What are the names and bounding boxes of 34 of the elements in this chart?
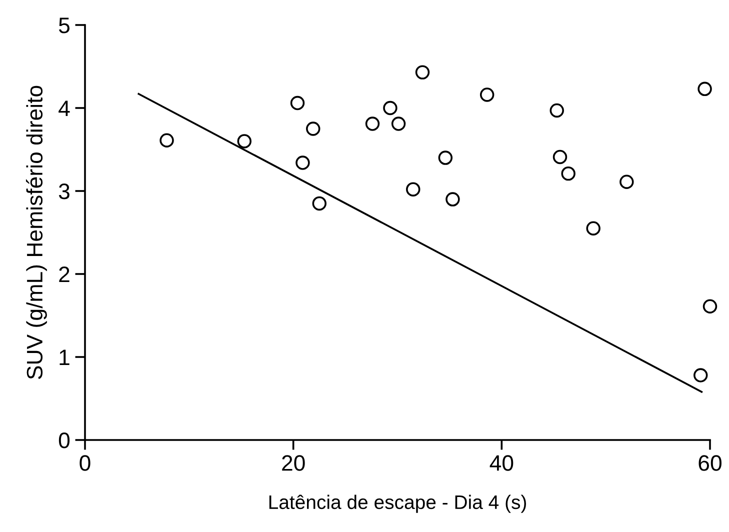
y-axis-title: SUV (g/mL) Hemisfério direito [26,86,47,380]
point [438,150,453,165]
point [702,299,718,314]
y-tick-label: 4 [58,100,70,116]
point [160,133,174,148]
point [237,134,252,148]
y-tick-label: 0 [58,432,70,448]
point [586,221,600,236]
x-tick-label: 40 [490,455,514,471]
point [620,174,634,189]
y-tick-label: 2 [59,266,70,282]
point [306,122,320,136]
point [561,166,576,181]
x-axis-title: Latência de escape - Dia 4 (s) [269,494,526,513]
point [296,156,310,170]
point [391,116,406,131]
y-tick-label: 1 [60,350,70,366]
point [446,192,460,206]
point [415,65,430,80]
point [694,368,708,382]
point [698,82,712,96]
point [550,103,564,118]
x-tick-label: 0 [80,455,90,471]
x-tick-label: 60 [698,455,722,471]
y-tick-label: 5 [58,18,70,34]
point [406,182,420,196]
point [290,96,305,110]
y-tick-label: 3 [58,184,70,200]
point [312,196,326,211]
point [480,88,494,102]
x-tick-label: 20 [282,455,305,471]
point [383,100,398,116]
point [365,116,380,131]
point [552,150,568,164]
